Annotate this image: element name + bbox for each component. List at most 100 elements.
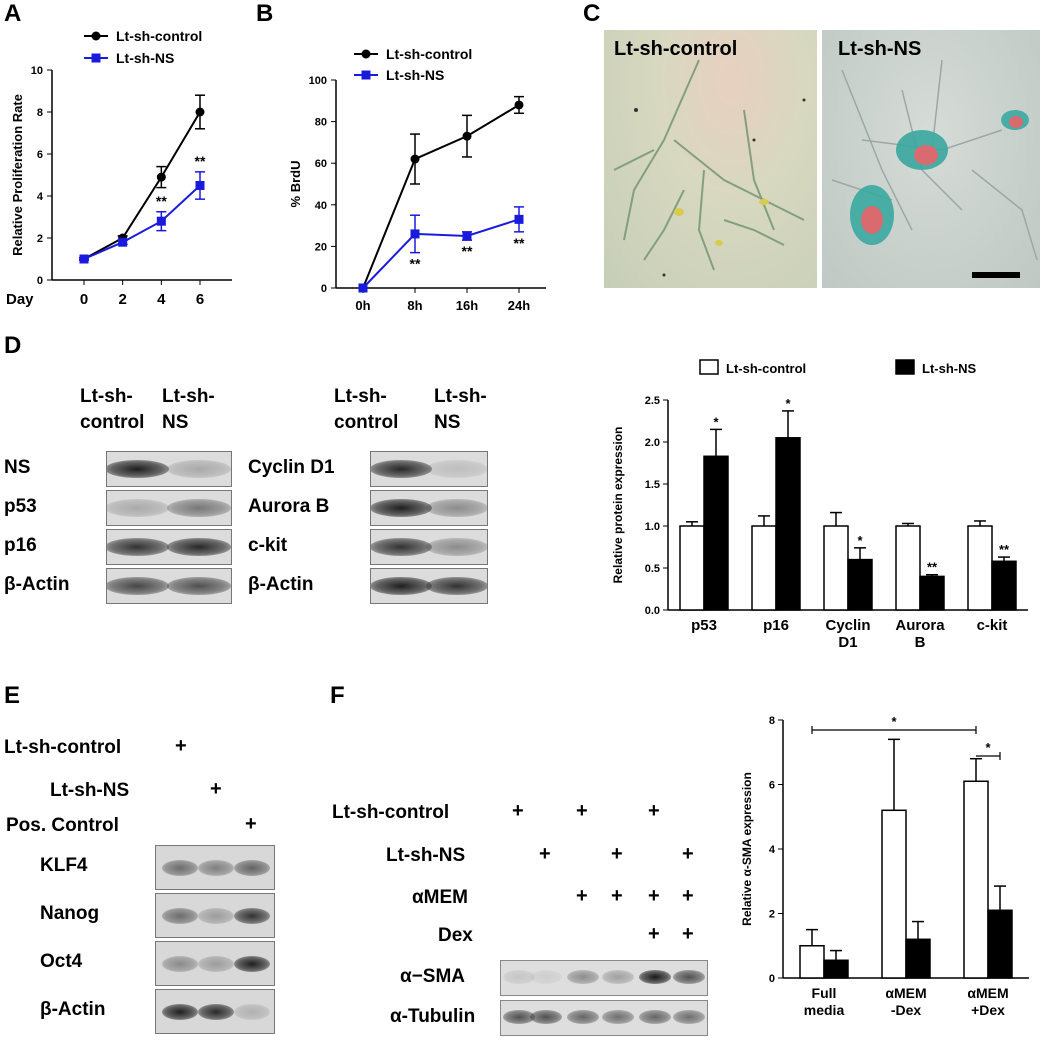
- bar: [905, 938, 931, 979]
- panel-label-a: A: [4, 0, 22, 27]
- data-point: [118, 237, 128, 247]
- blot-row-label: β-Actin: [40, 999, 106, 1020]
- bar: [823, 525, 849, 611]
- data-point: [462, 131, 472, 141]
- category-label: Aurora: [895, 617, 945, 634]
- condition-plus: +: [512, 800, 524, 822]
- blot-strip: [155, 845, 275, 890]
- legend-marker: [91, 53, 101, 63]
- condition-plus: +: [682, 843, 694, 865]
- blot-band: [371, 499, 432, 517]
- y-axis-label: Relative protein expression: [611, 427, 625, 584]
- significance-marker: **: [927, 560, 938, 575]
- blot-column-header: control: [80, 412, 145, 433]
- data-point: [156, 172, 166, 182]
- series-line: [83, 111, 201, 260]
- blot-band: [530, 1010, 562, 1024]
- legend-swatch: [699, 359, 719, 375]
- blot-column-header: NS: [434, 412, 461, 433]
- data-point: [462, 231, 472, 241]
- x-tick-label: 16h: [456, 298, 478, 313]
- blot-band: [673, 1010, 705, 1024]
- y-tick-label: 2: [769, 909, 775, 921]
- blot-band: [234, 955, 270, 972]
- cells-ns: [831, 59, 1038, 278]
- y-tick-label: 4: [37, 191, 44, 203]
- legend-marker: [361, 70, 371, 80]
- data-point: [410, 229, 420, 239]
- significance-marker: *: [985, 740, 991, 755]
- condition-plus: +: [648, 923, 660, 945]
- x-tick-label: 4: [157, 291, 166, 308]
- bar: [919, 575, 945, 611]
- micrograph-lt-sh-control: [604, 30, 817, 288]
- condition-plus: +: [648, 885, 660, 907]
- panel-label-b: B: [256, 0, 274, 27]
- blot-strip: [370, 529, 488, 565]
- y-tick-label: 40: [315, 200, 327, 212]
- bar: [751, 525, 777, 611]
- condition-label: Lt-sh-NS: [50, 780, 130, 801]
- blot-column-header: Lt-sh-: [434, 386, 487, 407]
- category-label: p16: [763, 617, 789, 634]
- blot-band: [234, 907, 270, 924]
- scale-bar: [972, 272, 1020, 278]
- cells-control: [613, 59, 806, 277]
- blot-band: [234, 859, 270, 876]
- blot-strip: [370, 490, 488, 526]
- blot-band: [371, 577, 432, 595]
- y-tick-label: 6: [769, 780, 775, 792]
- category-label: p53: [691, 617, 717, 634]
- bar: [775, 437, 801, 611]
- blot-band: [167, 460, 231, 478]
- bar: [895, 525, 921, 611]
- y-axis-label: Relative Proliferation Rate: [10, 94, 25, 256]
- category-label: αMEM: [967, 985, 1008, 1001]
- blot-strip: [106, 451, 232, 487]
- condition-plus: +: [245, 813, 257, 835]
- data-point: [195, 107, 205, 117]
- blot-strip: [500, 1000, 708, 1036]
- blot-row-label: α-Tubulin: [390, 1006, 476, 1027]
- bar: [963, 780, 989, 979]
- blot-band: [198, 907, 234, 924]
- blot-band: [639, 1010, 671, 1024]
- blot-band: [426, 577, 487, 595]
- blot-band: [371, 460, 432, 478]
- bar: [987, 909, 1013, 979]
- blot-band: [503, 1010, 535, 1024]
- y-tick-label: 8: [769, 715, 775, 727]
- y-tick-label: 4: [769, 844, 776, 856]
- y-tick-label: 10: [31, 65, 43, 77]
- blot-band: [503, 970, 535, 984]
- significance-marker: **: [462, 243, 473, 259]
- blot-row-label: Aurora B: [248, 495, 330, 517]
- category-label: B: [915, 634, 926, 651]
- blot-strip: [106, 529, 232, 565]
- y-tick-label: 6: [37, 149, 43, 161]
- chart-a-proliferation: 0 2 4 6 8 10 0 2 4 6 Day Relative Proliferation Rat…: [6, 28, 232, 308]
- y-tick-label: 0: [37, 275, 43, 287]
- condition-label: Lt-sh-control: [4, 737, 122, 758]
- legend-label: Lt-sh-NS: [922, 361, 976, 376]
- blot-band: [167, 499, 231, 517]
- blot-band: [426, 460, 487, 478]
- category-label: +Dex: [971, 1002, 1005, 1018]
- data-point: [79, 254, 89, 264]
- y-tick-label: 2: [37, 233, 43, 245]
- blot-band: [371, 538, 432, 556]
- blot-band: [426, 499, 487, 517]
- micrograph-lt-sh-ns: [822, 30, 1040, 288]
- condition-label: Dex: [438, 925, 473, 946]
- data-point: [195, 181, 205, 190]
- category-label: αMEM: [885, 985, 926, 1001]
- condition-plus: +: [210, 778, 222, 800]
- x-axis-label: Day: [6, 291, 34, 308]
- legend-label: Lt-sh-control: [386, 46, 472, 62]
- blot-row-label: Nanog: [40, 903, 100, 924]
- blot-strip: [106, 490, 232, 526]
- significance-marker: *: [857, 533, 863, 548]
- blot-row-label: NS: [4, 456, 31, 478]
- blot-column-header: Lt-sh-: [334, 386, 387, 407]
- blot-band: [234, 1003, 270, 1020]
